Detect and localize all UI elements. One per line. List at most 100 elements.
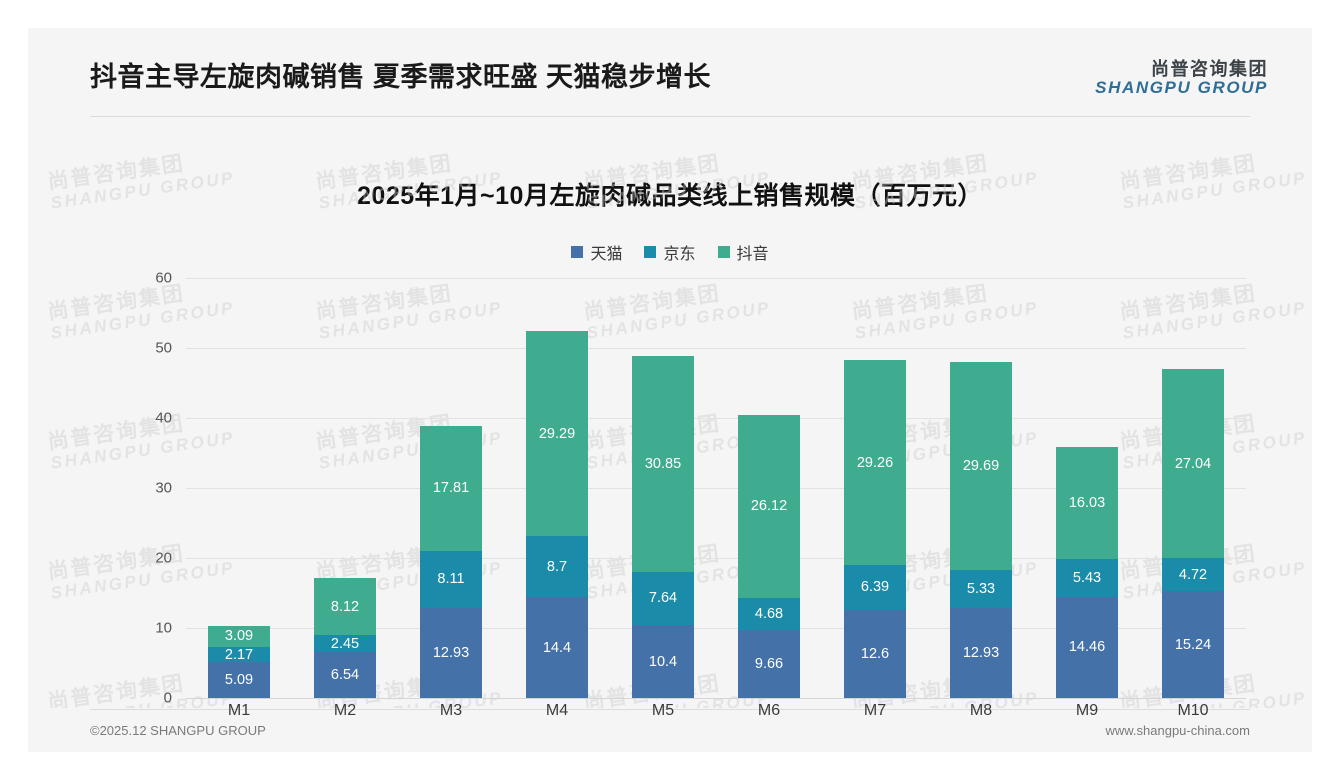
x-axis: M1 M2 M3 M4 M5 M6 M7 M8 M9 M10 [186, 702, 1246, 720]
bar-column-M10[interactable]: 15.24 4.72 27.04 [1140, 278, 1246, 698]
bar-value-label: 8.7 [546, 558, 568, 575]
y-axis-tick-label: 0 [163, 689, 172, 707]
bar-stack: 12.93 5.33 29.69 [950, 362, 1012, 698]
bar-value-label: 12.93 [962, 644, 1000, 661]
logo-english-text: SHANGPU GROUP [1095, 78, 1268, 98]
bar-segment-天猫[interactable]: 12.93 [420, 607, 482, 698]
bar-column-M4[interactable]: 14.4 8.7 29.29 [504, 278, 610, 698]
grid-line [186, 698, 1246, 699]
bar-segment-天猫[interactable]: 15.24 [1162, 591, 1224, 698]
legend-swatch-icon [717, 246, 730, 258]
bar-segment-抖音[interactable]: 8.12 [314, 578, 376, 636]
grid-line [186, 418, 1246, 419]
bar-value-label: 6.39 [860, 579, 890, 596]
bar-segment-京东[interactable]: 8.11 [420, 550, 482, 608]
bar-column-M2[interactable]: 6.54 2.45 8.12 [292, 278, 398, 698]
chart-plot-area: 0 10 20 30 40 50 60 5.09 2.17 3.09 6.54 2.45 8.12 12… [28, 270, 1312, 738]
bar-value-label: 27.04 [1174, 455, 1212, 472]
bar-value-label: 29.69 [962, 458, 1000, 475]
bar-value-label: 15.24 [1174, 636, 1212, 653]
bar-stack: 12.6 6.39 29.26 [844, 360, 906, 698]
bar-value-label: 17.81 [432, 480, 470, 497]
bar-segment-京东[interactable]: 8.7 [526, 536, 588, 598]
legend-item-抖音[interactable]: 抖音 [717, 240, 769, 264]
bar-segment-京东[interactable]: 2.17 [208, 647, 270, 663]
bar-segment-京东[interactable]: 6.39 [844, 565, 906, 610]
bar-stack: 9.66 4.68 26.12 [738, 414, 800, 698]
bar-series-container: 5.09 2.17 3.09 6.54 2.45 8.12 12.93 8.11 17.81 14… [186, 278, 1246, 698]
bar-segment-京东[interactable]: 4.68 [738, 597, 800, 631]
chart-title: 2025年1月~10月左旋肉碱品类线上销售规模（百万元） [357, 182, 983, 210]
bar-value-label: 7.64 [648, 590, 678, 607]
bar-value-label: 5.43 [1072, 569, 1102, 586]
grid-lines [186, 278, 1246, 699]
bar-column-M5[interactable]: 10.4 7.64 30.85 [610, 278, 716, 698]
bar-segment-天猫[interactable]: 14.46 [1056, 596, 1118, 698]
bar-segment-天猫[interactable]: 10.4 [632, 625, 694, 698]
bar-value-label: 2.45 [330, 635, 360, 652]
logo-chinese-text: 尚普咨询集团 [1151, 59, 1268, 79]
x-axis-tick-label: M9 [1075, 702, 1099, 719]
bar-value-label: 6.54 [330, 667, 360, 684]
legend-item-天猫[interactable]: 天猫 [571, 240, 622, 264]
bar-stack: 5.09 2.17 3.09 [208, 625, 270, 698]
bar-value-label: 5.09 [224, 672, 254, 689]
bar-segment-天猫[interactable]: 12.93 [950, 607, 1012, 698]
bar-value-label: 29.29 [538, 425, 576, 442]
bar-segment-抖音[interactable]: 30.85 [632, 355, 694, 572]
bar-segment-抖音[interactable]: 26.12 [738, 414, 800, 598]
bar-value-label: 2.17 [224, 647, 254, 663]
y-axis: 0 10 20 30 40 50 60 [138, 270, 182, 707]
legend-item-京东[interactable]: 京东 [644, 240, 696, 264]
bar-column-M7[interactable]: 12.6 6.39 29.26 [822, 278, 928, 698]
bar-value-label: 16.03 [1068, 494, 1106, 511]
bar-value-label: 12.6 [860, 645, 890, 662]
bar-segment-天猫[interactable]: 12.6 [844, 609, 906, 698]
footer-website: www.shangpu-china.com [1105, 723, 1250, 738]
bar-value-label: 8.12 [330, 598, 360, 615]
bar-column-M3[interactable]: 12.93 8.11 17.81 [398, 278, 504, 698]
bar-column-M1[interactable]: 5.09 2.17 3.09 [186, 278, 292, 698]
bar-segment-抖音[interactable]: 27.04 [1162, 369, 1224, 559]
x-axis-tick-label: M3 [439, 702, 463, 719]
bar-segment-天猫[interactable]: 9.66 [738, 630, 800, 698]
bar-column-M9[interactable]: 14.46 5.43 16.03 [1034, 278, 1140, 698]
bar-segment-抖音[interactable]: 29.69 [950, 362, 1012, 571]
bar-segment-天猫[interactable]: 6.54 [314, 652, 376, 698]
y-axis-tick-label: 50 [155, 339, 172, 357]
bar-value-label: 12.93 [432, 644, 470, 661]
x-axis-tick-label: M7 [863, 702, 887, 719]
bar-segment-天猫[interactable]: 14.4 [526, 597, 588, 698]
bar-stack: 14.46 5.43 16.03 [1056, 446, 1118, 698]
bar-value-label: 3.09 [224, 628, 254, 645]
bar-segment-抖音[interactable]: 29.26 [844, 360, 906, 566]
bar-segment-京东[interactable]: 2.45 [314, 635, 376, 653]
bar-segment-天猫[interactable]: 5.09 [208, 662, 270, 698]
bar-stack: 15.24 4.72 27.04 [1162, 369, 1224, 698]
bar-value-label: 8.11 [437, 571, 465, 588]
grid-line [186, 628, 1246, 629]
grid-line [186, 488, 1246, 489]
x-axis-tick-label: M10 [1177, 702, 1209, 719]
bar-segment-京东[interactable]: 7.64 [632, 571, 694, 626]
bar-value-label: 9.66 [754, 656, 784, 673]
bar-segment-抖音[interactable]: 16.03 [1056, 446, 1118, 559]
bar-segment-抖音[interactable]: 17.81 [420, 426, 482, 551]
bar-segment-京东[interactable]: 4.72 [1162, 558, 1224, 592]
bar-segment-抖音[interactable]: 3.09 [208, 625, 270, 648]
y-axis-tick-label: 40 [155, 409, 172, 427]
chart-legend: 天猫 京东 抖音 [28, 240, 1312, 264]
x-axis-tick-label: M5 [651, 702, 675, 719]
y-axis-tick-label: 10 [155, 619, 172, 637]
bar-segment-京东[interactable]: 5.33 [950, 570, 1012, 608]
bar-column-M8[interactable]: 12.93 5.33 29.69 [928, 278, 1034, 698]
bar-segment-京东[interactable]: 5.43 [1056, 558, 1118, 597]
page-title: 抖音主导左旋肉碱销售 夏季需求旺盛 天猫稳步增长 [90, 62, 712, 92]
legend-label: 抖音 [736, 246, 769, 263]
grid-line [186, 348, 1246, 349]
bar-segment-抖音[interactable]: 29.29 [526, 331, 588, 537]
bar-stack: 14.4 8.7 29.29 [526, 331, 588, 698]
grid-line [186, 558, 1246, 559]
bar-column-M6[interactable]: 9.66 4.68 26.12 [716, 278, 822, 698]
